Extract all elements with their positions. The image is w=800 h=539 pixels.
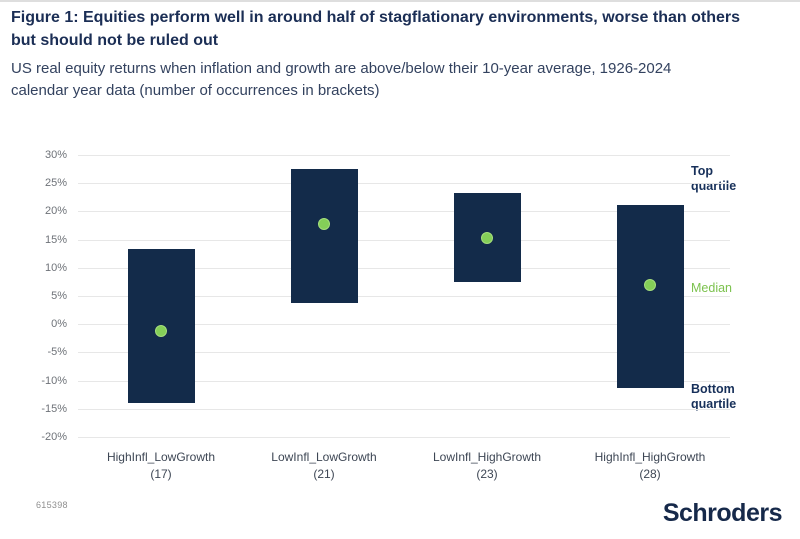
x-category-label: LowInfl_LowGrowth (21) (239, 449, 409, 483)
x-category-label: HighInfl_HighGrowth (28) (565, 449, 735, 483)
figure-title: Figure 1: Equities perform well in aroun… (11, 6, 791, 52)
x-category-occurrences: (21) (313, 467, 335, 481)
figure-subtitle: US real equity returns when inflation an… (11, 58, 791, 102)
median-dot (155, 324, 167, 337)
gridline (78, 211, 730, 213)
y-axis-tick-label: -15% (41, 402, 67, 415)
x-category-name: LowInfl_HighGrowth (432, 450, 542, 464)
gridline (78, 267, 730, 269)
gridline (78, 183, 730, 185)
gridline (78, 437, 730, 438)
figure-title-line2: but should not be ruled out (11, 32, 219, 49)
gridline (78, 296, 730, 297)
gridline (78, 155, 730, 156)
median-dot (318, 218, 330, 231)
median-dot (644, 278, 656, 291)
y-axis-tick-label: -10% (41, 374, 67, 387)
gridline (78, 408, 730, 410)
gridline (78, 239, 730, 241)
quartile-range-bar (290, 168, 358, 303)
gridline (78, 380, 730, 382)
y-axis-tick-label: 30% (44, 149, 67, 161)
figure-reference-number: 615398 (36, 500, 68, 510)
y-axis-tick-label: -5% (47, 346, 67, 359)
figure-subtitle-line1: US real equity returns when inflation an… (11, 60, 672, 77)
gridline (78, 324, 730, 326)
top-border (0, 0, 800, 2)
annotation-median: Median (691, 281, 732, 295)
x-category-occurrences: (28) (639, 467, 661, 481)
y-axis-tick-label: 0% (51, 318, 67, 331)
x-category-label: LowInfl_HighGrowth (23) (402, 449, 572, 483)
y-axis-tick-label: 25% (44, 177, 67, 190)
y-axis-tick-label: 20% (44, 205, 67, 218)
schroders-logo: Schroders (662, 499, 783, 527)
median-dot (481, 231, 493, 244)
figure-title-line1: Figure 1: Equities perform well in aroun… (11, 9, 740, 26)
annotation-top-quartile: Top quartile (691, 164, 737, 193)
x-category-occurrences: (23) (476, 467, 498, 481)
y-axis-tick-label: -20% (41, 431, 67, 443)
x-category-name: LowInfl_LowGrowth (271, 450, 377, 464)
quartile-range-chart: Top quartile Median Bottom quartile 30% 2… (41, 149, 737, 483)
x-category-name: HighInfl_HighGrowth (594, 450, 706, 464)
x-category-label: HighInfl_LowGrowth (17) (76, 449, 246, 483)
gridline (78, 352, 730, 354)
figure-subtitle-line2: calendar year data (number of occurrence… (11, 82, 380, 99)
y-axis-tick-label: 10% (44, 261, 67, 274)
y-axis-tick-label: 15% (44, 233, 67, 246)
y-axis-tick-label: 5% (51, 290, 67, 302)
quartile-range-bar (616, 205, 684, 389)
x-category-name: HighInfl_LowGrowth (106, 450, 216, 464)
annotation-bottom-quartile: Bottom quartile (691, 382, 737, 411)
x-category-occurrences: (17) (150, 467, 172, 481)
